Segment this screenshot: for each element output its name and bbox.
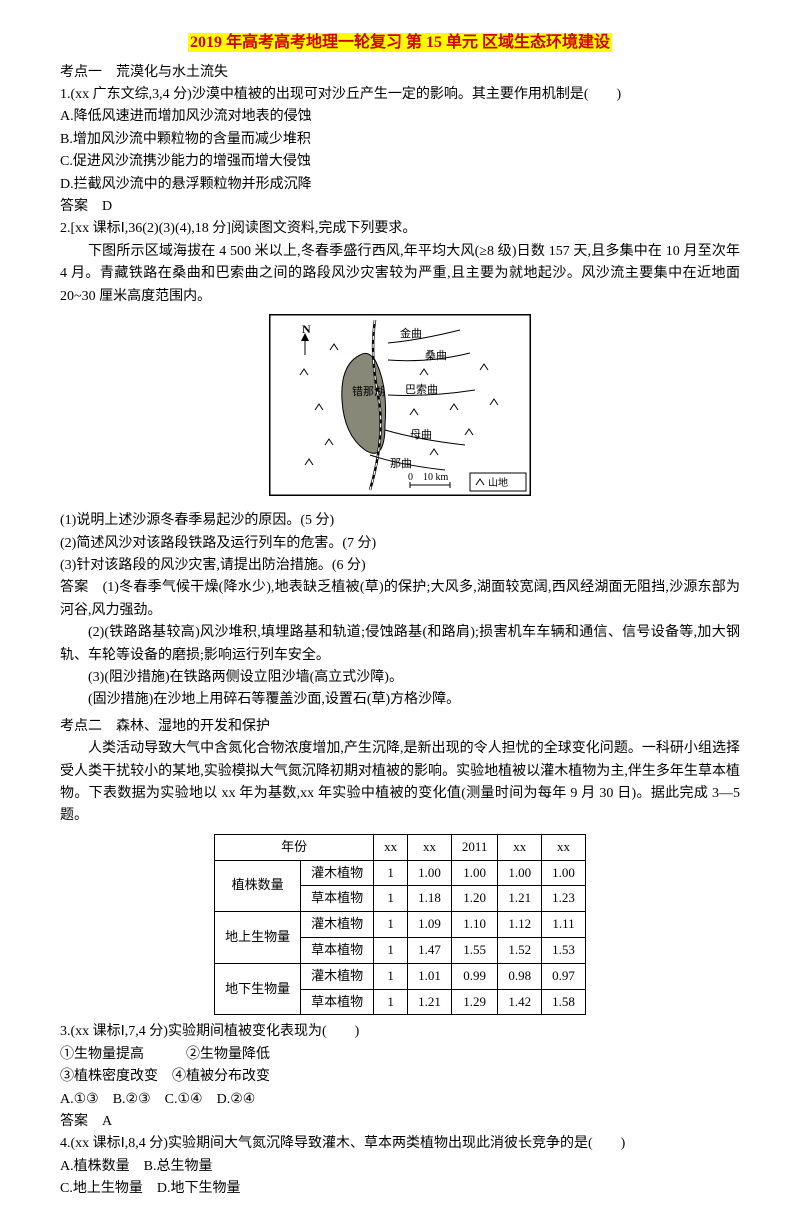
table-header: xx — [542, 834, 586, 860]
q4-stem: 4.(xx 课标Ⅰ,8,4 分)实验期间大气氮沉降导致灌木、草本两类植物出现此消… — [60, 1133, 740, 1155]
q1-opt-a: A.降低风速进而增加风沙流对地表的侵蚀 — [60, 106, 740, 128]
table-row: 地上生物量 灌木植物 11.091.101.121.11 — [215, 912, 586, 938]
q2-ans1: 答案 (1)冬春季气候干燥(降水少),地表缺乏植被(草)的保护;大风多,湖面较宽… — [60, 577, 740, 622]
q1-answer: 答案 D — [60, 196, 740, 218]
lake-label: 错那湖 — [352, 384, 385, 398]
kaodian2-para: 人类活动导致大气中含氮化合物浓度增加,产生沉降,是新出现的令人担忧的全球变化问题… — [60, 738, 740, 828]
map-figure: 错那湖 N 金曲 桑曲 巴索曲 母曲 那曲 — [60, 314, 740, 504]
table-sub: 草本植物 — [301, 886, 374, 912]
table-header: xx — [374, 834, 408, 860]
q3-answer: 答案 A — [60, 1111, 740, 1133]
q1-opt-d: D.拦截风沙流中的悬浮颗粒物并形成沉降 — [60, 174, 740, 196]
title-highlight: 2019 年高考高考地理一轮复习 第 15 单元 区域生态环境建设 — [188, 33, 612, 52]
q3-opts12: ①生物量提高 ②生物量降低 — [60, 1044, 740, 1066]
q1-stem: 1.(xx 广东文综,3,4 分)沙漠中植被的出现可对沙丘产生一定的影响。其主要… — [60, 84, 740, 106]
kaodian-1: 考点一 荒漠化与水土流失 — [60, 62, 740, 84]
q2-sub1: (1)说明上述沙源冬春季易起沙的原因。(5 分) — [60, 510, 740, 532]
data-table: 年份 xx xx 2011 xx xx 植株数量 灌木植物 11.001.001… — [214, 834, 586, 1016]
q2-sub3: (3)针对该路段的风沙灾害,请提出防治措施。(6 分) — [60, 555, 740, 577]
q1-opt-c: C.促进风沙流携沙能力的增强而增大侵蚀 — [60, 151, 740, 173]
table-header: 2011 — [451, 834, 498, 860]
table-group: 地下生物量 — [215, 963, 301, 1015]
q2-ans2: (2)(铁路路基较高)风沙堆积,填埋路基和轨道;侵蚀路基(和路肩);损害机车车辆… — [60, 622, 740, 667]
river-label-3: 巴索曲 — [405, 382, 438, 396]
table-header: xx — [408, 834, 452, 860]
q3-stem: 3.(xx 课标Ⅰ,7,4 分)实验期间植被变化表现为( ) — [60, 1021, 740, 1043]
river-label-5: 那曲 — [390, 457, 412, 470]
table-row: 地下生物量 灌木植物 11.010.990.980.97 — [215, 963, 586, 989]
north-label: N — [302, 322, 311, 336]
q2-sub2: (2)简述风沙对该路段铁路及运行列车的危害。(7 分) — [60, 533, 740, 555]
table-sub: 灌木植物 — [301, 860, 374, 886]
table-sub: 灌木植物 — [301, 963, 374, 989]
table-row: 植株数量 灌木植物 11.001.001.001.00 — [215, 860, 586, 886]
table-group: 植株数量 — [215, 860, 301, 912]
table-sub: 草本植物 — [301, 937, 374, 963]
river-label-2: 桑曲 — [425, 349, 447, 362]
table-header: xx — [498, 834, 542, 860]
q4-opt-cd: C.地上生物量 D.地下生物量 — [60, 1178, 740, 1200]
map-svg: 错那湖 N 金曲 桑曲 巴索曲 母曲 那曲 — [269, 314, 531, 496]
q2-ans3b: (固沙措施)在沙地上用碎石等覆盖沙面,设置石(草)方格沙障。 — [60, 689, 740, 711]
table-sub: 草本植物 — [301, 989, 374, 1015]
table-sub: 灌木植物 — [301, 912, 374, 938]
river-label-4: 母曲 — [410, 428, 432, 441]
table-group: 地上生物量 — [215, 912, 301, 964]
kaodian-2: 考点二 森林、湿地的开发和保护 — [60, 716, 740, 738]
table-header-year: 年份 — [215, 834, 374, 860]
table-header-row: 年份 xx xx 2011 xx xx — [215, 834, 586, 860]
q1-opt-b: B.增加风沙流中颗粒物的含量而减少堆积 — [60, 129, 740, 151]
q3-opts: A.①③ B.②③ C.①④ D.②④ — [60, 1089, 740, 1111]
q4-opt-ab: A.植株数量 B.总生物量 — [60, 1156, 740, 1178]
page-content: 2019 年高考高考地理一轮复习 第 15 单元 区域生态环境建设 考点一 荒漠… — [0, 0, 800, 1230]
q2-ans3: (3)(阻沙措施)在铁路两侧设立阻沙墙(高立式沙障)。 — [60, 667, 740, 689]
legend-label: 山地 — [488, 476, 508, 489]
scale-label: 0 10 km — [408, 472, 449, 483]
page-title: 2019 年高考高考地理一轮复习 第 15 单元 区域生态环境建设 — [60, 30, 740, 56]
q2-stem: 2.[xx 课标Ⅰ,36(2)(3)(4),18 分]阅读图文资料,完成下列要求… — [60, 218, 740, 240]
river-label-1: 金曲 — [400, 326, 422, 340]
q3-opts34: ③植株密度改变 ④植被分布改变 — [60, 1066, 740, 1088]
q2-para1: 下图所示区域海拔在 4 500 米以上,冬春季盛行西风,年平均大风(≥8 级)日… — [60, 241, 740, 308]
